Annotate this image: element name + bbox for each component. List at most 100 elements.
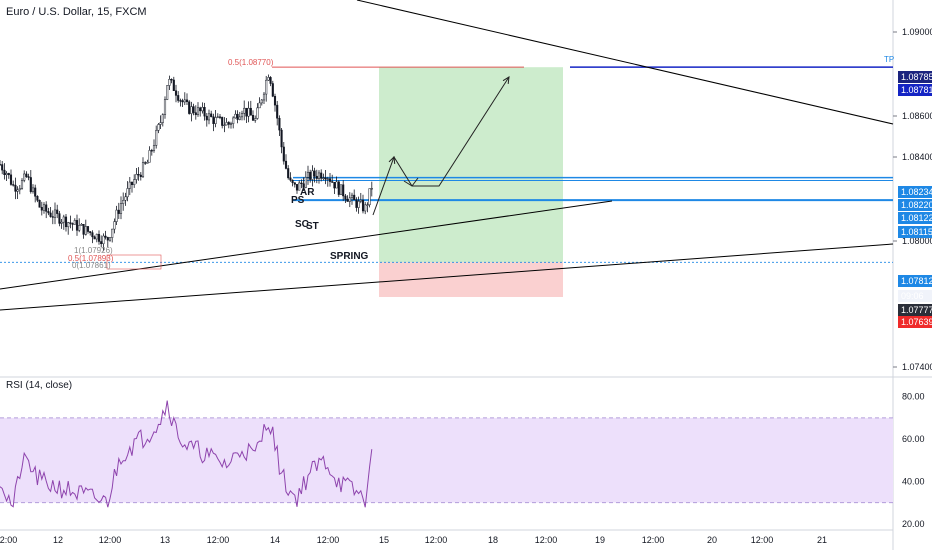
price-candle (357, 201, 360, 208)
projection-arrowhead (388, 155, 396, 165)
price-candle (320, 172, 323, 179)
fib-low-0-label: 0(1.07861) (72, 261, 111, 270)
price-tag-label: 1.08785 (901, 72, 932, 82)
price-tag (898, 71, 932, 83)
price-candle (344, 195, 347, 200)
time-tick-label: 13 (160, 535, 170, 545)
time-tick-label: 18 (488, 535, 498, 545)
price-candle (91, 232, 94, 238)
price-candle (64, 216, 68, 228)
time-tick-label: 14 (270, 535, 280, 545)
price-candle (342, 184, 345, 197)
price-candle (97, 233, 101, 242)
time-tick-label: 15 (379, 535, 389, 545)
price-candle (315, 175, 318, 179)
price-candle (225, 122, 228, 126)
price-candle (304, 177, 307, 188)
price-candle (86, 226, 90, 232)
price-candle (155, 130, 158, 146)
price-candle (203, 107, 206, 117)
price-candle (62, 216, 65, 223)
price-candle (243, 107, 246, 114)
price-candle (122, 199, 125, 204)
price-candle (150, 150, 153, 152)
price-tag (898, 84, 932, 96)
price-candle (34, 187, 37, 197)
price-candle (137, 174, 140, 176)
price-candle (144, 162, 147, 164)
price-tag-label: 1.07812 (901, 276, 932, 286)
price-candle (361, 199, 365, 212)
time-tick-label: 12:00 (317, 535, 340, 545)
price-candle (159, 122, 162, 125)
projection-arrowhead (411, 177, 419, 187)
price-candle (27, 176, 30, 178)
price-candle (179, 100, 182, 102)
price-candle (102, 235, 105, 245)
price-candle (265, 79, 268, 95)
price-candle (172, 79, 175, 91)
price-candle (18, 188, 21, 191)
price-candle (214, 117, 217, 124)
symbol-title: Euro / U.S. Dollar, 15, FXCM (6, 6, 147, 18)
time-tick-label: 12:00 (99, 535, 122, 545)
price-tag-label: 1.08220 (901, 200, 932, 210)
price-candle (56, 209, 59, 214)
price-candle (146, 161, 149, 164)
price-tag (898, 186, 932, 198)
price-candle (218, 116, 222, 118)
price-candle (31, 187, 35, 192)
price-tag-label: 1.08781 (901, 85, 932, 95)
price-candle (254, 118, 257, 121)
price-candle (14, 184, 17, 192)
price-candle (183, 99, 186, 103)
price-candle (227, 122, 230, 125)
projection-arrowhead (502, 76, 510, 85)
price-candle (166, 85, 169, 100)
price-candle (339, 184, 343, 195)
price-candle (194, 112, 197, 115)
price-candle (9, 174, 13, 185)
price-candle (199, 107, 202, 112)
rsi-band (0, 417, 893, 503)
fib-low-1-label: 1(1.07926) (74, 246, 113, 255)
price-candle (249, 107, 252, 116)
rsi-title: RSI (14, close) (6, 380, 73, 391)
time-tick-label: 12:00 (642, 535, 665, 545)
price-candle (157, 124, 160, 131)
price-candle (245, 107, 248, 117)
price-candle (135, 174, 138, 180)
price-candle (210, 113, 213, 117)
time-tick-label: 12:00 (0, 535, 17, 545)
ascending-trendline-lower (0, 243, 894, 311)
price-candle (25, 173, 28, 177)
price-candle (69, 222, 72, 224)
price-candle (262, 93, 266, 101)
price-candle (16, 189, 19, 192)
price-tick-label: 1.08600 (902, 111, 932, 121)
time-tick-label: 12:00 (207, 535, 230, 545)
price-candle (256, 107, 259, 119)
price-candle (20, 180, 24, 189)
price-candle (260, 99, 263, 104)
price-candle (247, 107, 250, 117)
price-candle (29, 177, 32, 192)
price-candle (170, 79, 173, 81)
price-candle (368, 188, 371, 206)
price-candle (124, 196, 127, 201)
price-candle (366, 204, 369, 206)
price-candle (23, 173, 26, 181)
price-candle (3, 169, 6, 175)
descending-trendline (356, 0, 894, 125)
price-candle (229, 123, 233, 125)
price-candle (269, 77, 272, 84)
price-candle (161, 114, 164, 123)
price-candle (53, 209, 57, 218)
ascending-trendline-upper (0, 200, 613, 290)
rsi-tick-label: 80.00 (902, 392, 925, 402)
price-candle (324, 177, 327, 180)
price-candle (104, 235, 107, 238)
price-candle (47, 211, 50, 214)
price-candle (58, 213, 61, 224)
price-candle (148, 150, 151, 163)
